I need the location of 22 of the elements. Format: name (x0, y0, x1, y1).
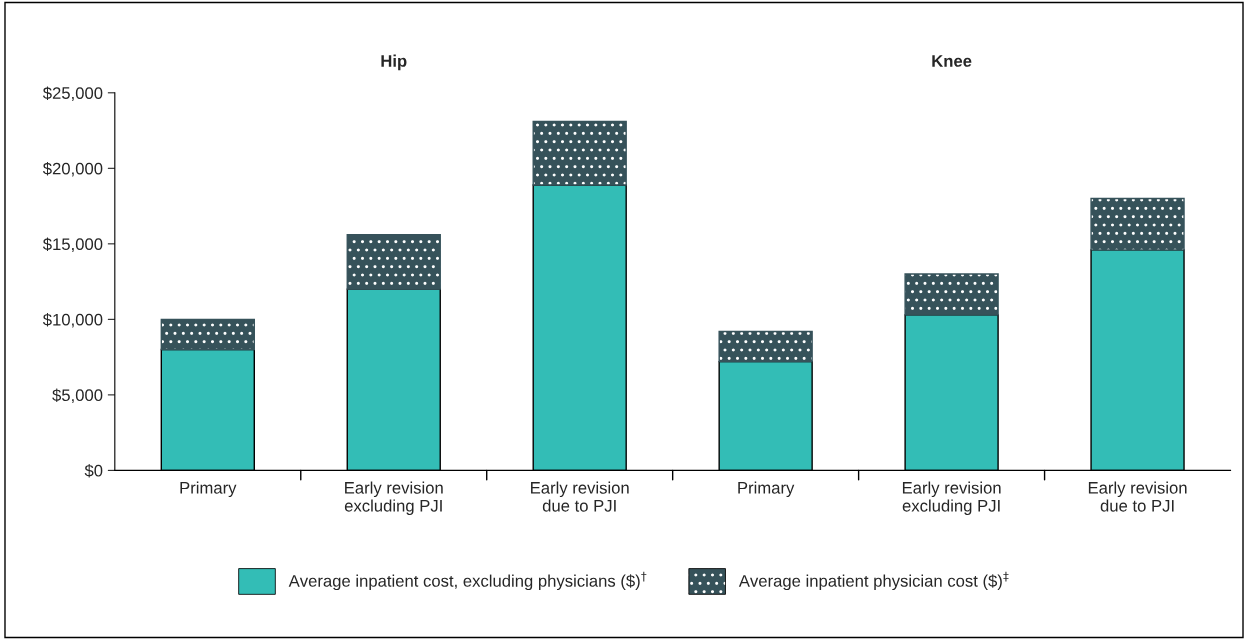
y-tick-label: $10,000 (42, 313, 103, 328)
y-tick-label: $0 (84, 464, 103, 478)
bar (718, 330, 813, 363)
x-tick-label: Primary (180, 481, 237, 498)
bar (346, 234, 441, 290)
text: Knee (932, 55, 972, 67)
x-tick-label: Early revision excluding PJI (902, 481, 1001, 515)
x-tick-label: Early revision excluding PJI (344, 481, 443, 515)
y-tick-label: $5,000 (52, 388, 103, 404)
legend-label: Average inpatient physician cost ($)$^{‡}$ (738, 571, 1009, 591)
bar (160, 318, 255, 351)
bar (904, 273, 999, 316)
legend-label: Average inpatient cost, excluding physicians ($)$^{†}$ (288, 571, 647, 591)
bar (532, 120, 627, 186)
text: Hip (381, 54, 407, 71)
x-tick-label: Early revision due to PJI (531, 481, 629, 512)
y-tick-label: $15,000 (42, 237, 103, 253)
x-tick-label: Early revision due to PJI (1088, 481, 1187, 512)
x-tick-label: Primary (738, 481, 795, 498)
y-tick-label: $20,000 (42, 162, 103, 177)
bar (1090, 197, 1185, 251)
y-tick-label: $25,000 (42, 86, 103, 101)
